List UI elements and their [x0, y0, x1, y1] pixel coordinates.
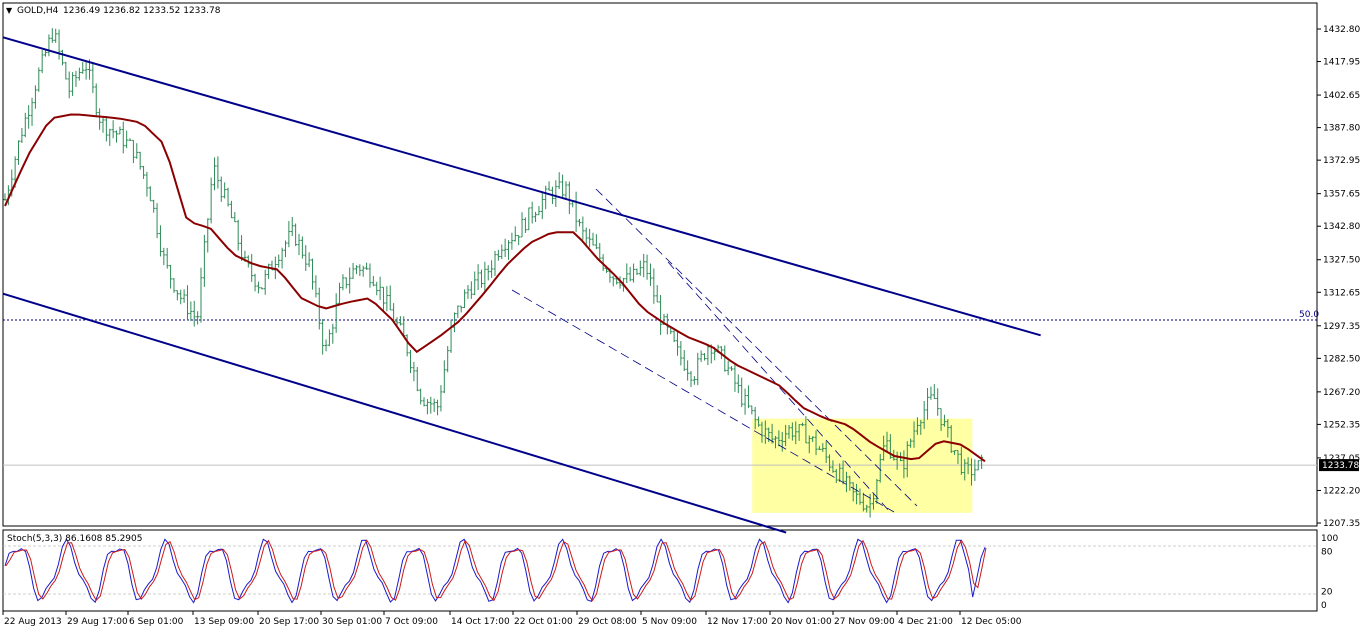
price-tick-label: 1432.80 [1323, 25, 1360, 35]
stoch-scale-label: 0 [1321, 601, 1327, 611]
dashed-channel-lower[interactable] [511, 289, 895, 513]
price-tick-label: 1342.80 [1323, 222, 1360, 232]
price-tick-label: 1297.35 [1323, 322, 1360, 332]
price-tick-label: 1222.20 [1323, 486, 1360, 496]
price-tick-label: 1417.95 [1323, 58, 1360, 68]
symbol-label: GOLD,H4 [17, 6, 59, 16]
stoch-signal-line [5, 539, 987, 602]
price-tick-label: 1237.05 [1323, 454, 1360, 464]
price-tick-label: 1282.50 [1323, 354, 1360, 364]
dashed-channel-upper[interactable] [595, 188, 918, 507]
current-price-box [1319, 459, 1359, 472]
price-tick-label: 1312.65 [1323, 288, 1360, 298]
time-tick-label: 20 Sep 17:00 [259, 617, 319, 627]
stoch-scale-label: 80 [1321, 547, 1333, 557]
price-tick-label: 1252.35 [1323, 420, 1360, 430]
time-tick-label: 20 Nov 01:00 [771, 617, 832, 627]
price-tick-label: 1372.95 [1323, 156, 1360, 166]
time-tick-label: 22 Oct 01:00 [514, 617, 573, 627]
price-panel-frame [2, 2, 1318, 527]
price-tick-label: 1357.65 [1323, 190, 1360, 200]
time-tick-label: 30 Sep 01:00 [322, 617, 382, 627]
time-tick-label: 29 Oct 08:00 [578, 617, 637, 627]
stoch-panel-frame [2, 529, 1318, 612]
price-tick-label: 1327.50 [1323, 256, 1360, 266]
time-tick-label: 13 Sep 09:00 [194, 617, 254, 627]
price-tick-label: 1387.80 [1323, 124, 1360, 134]
price-tick-label: 1267.20 [1323, 388, 1360, 398]
time-tick-label: 14 Oct 17:00 [451, 617, 510, 627]
stoch-label: Stoch(5,3,3) 86.1608 85.2905 [7, 534, 142, 544]
price-tick-label: 1207.35 [1323, 519, 1360, 529]
time-tick-label: 4 Dec 21:00 [898, 617, 953, 627]
ohlc-values: 1236.49 1236.82 1233.52 1233.78 [63, 6, 221, 16]
triangle-down-icon[interactable]: ▼ [6, 6, 13, 15]
stoch-scale: 100 80 20 0 [1321, 534, 1338, 611]
time-tick-label: 12 Nov 17:00 [707, 617, 768, 627]
price-tick-label: 1402.65 [1323, 91, 1360, 101]
stoch-scale-label: 100 [1321, 534, 1338, 544]
stoch-scale-label: 20 [1321, 588, 1333, 598]
time-tick-label: 29 Aug 17:00 [67, 617, 128, 627]
time-tick-label: 7 Oct 09:00 [385, 617, 438, 627]
fibo-50-label: 50.0 [1299, 310, 1319, 320]
time-tick-label: 12 Dec 05:00 [961, 617, 1022, 627]
time-tick-label: 27 Nov 09:00 [834, 617, 895, 627]
candles [3, 28, 984, 518]
price-axis: 1432.80 1417.95 1402.65 1387.80 1372.95 1357.… [1317, 25, 1360, 529]
channel-lower-line[interactable] [2, 292, 787, 534]
current-price-label: 1233.78 [1322, 461, 1359, 471]
time-tick-label: 6 Sep 01:00 [129, 617, 184, 627]
channel-upper-line[interactable] [2, 36, 1041, 337]
time-tick-label: 22 Aug 2013 [4, 617, 62, 627]
moving-average-line [4, 113, 986, 463]
time-tick-label: 5 Nov 09:00 [642, 617, 697, 627]
time-axis: 22 Aug 2013 29 Aug 17:00 6 Sep 01:00 13 Sep… [2, 611, 1022, 627]
